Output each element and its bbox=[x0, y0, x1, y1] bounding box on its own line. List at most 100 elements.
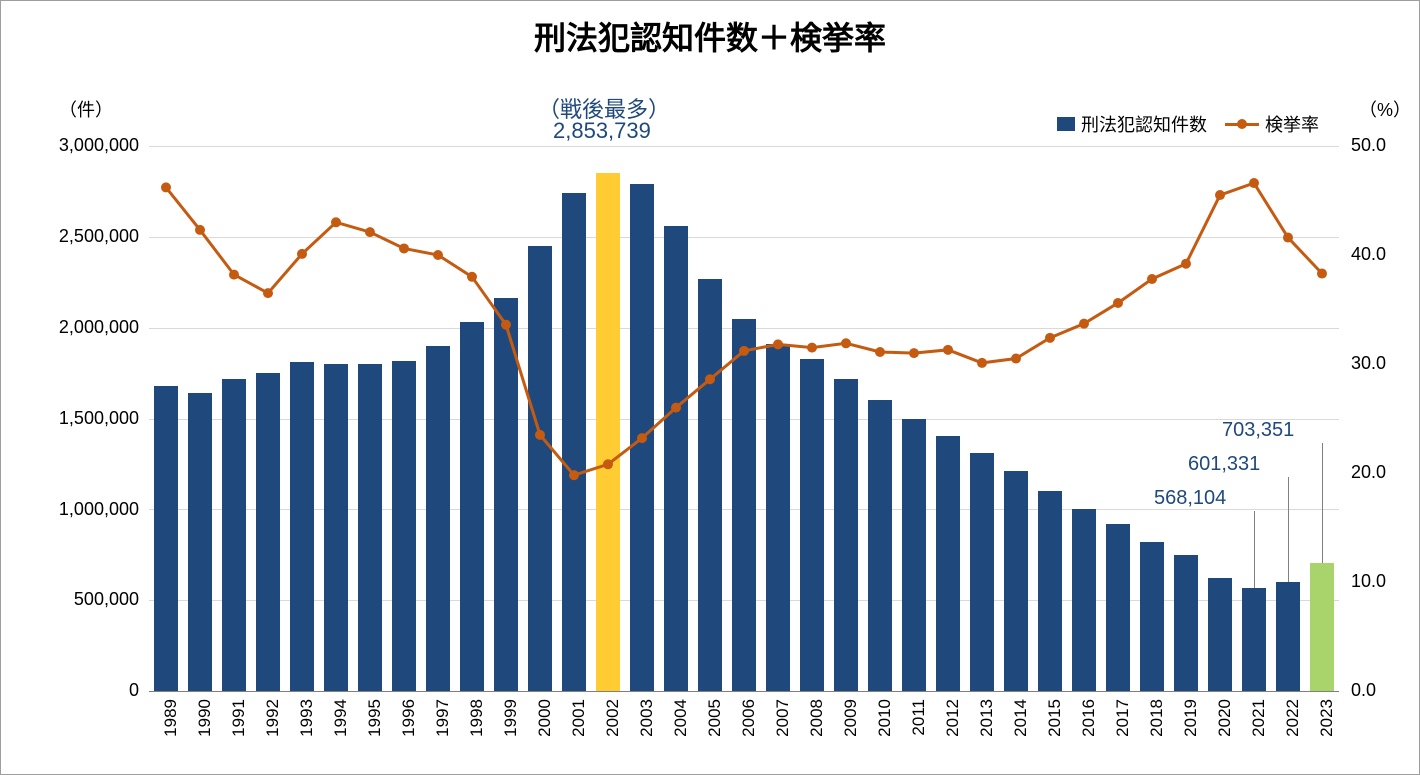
ytick-right: 50.0 bbox=[1351, 135, 1386, 156]
xtick: 1999 bbox=[501, 699, 521, 737]
legend-label-line: 検挙率 bbox=[1265, 111, 1319, 137]
crime-chart: 刑法犯認知件数＋検挙率 （件） （%） 刑法犯認知件数 検挙率 0 500,000… bbox=[0, 0, 1420, 775]
line-marker bbox=[841, 338, 851, 348]
legend-label-bars: 刑法犯認知件数 bbox=[1081, 111, 1207, 137]
line-marker bbox=[1045, 333, 1055, 343]
ytick-right: 40.0 bbox=[1351, 244, 1386, 265]
line-marker bbox=[909, 348, 919, 358]
xtick: 2000 bbox=[535, 699, 555, 737]
ytick-left: 3,000,000 bbox=[59, 135, 139, 156]
line-marker bbox=[399, 243, 409, 253]
xtick: 2008 bbox=[807, 699, 827, 737]
callout-leader bbox=[1288, 477, 1289, 582]
xtick: 2020 bbox=[1215, 699, 1235, 737]
xtick: 1996 bbox=[399, 699, 419, 737]
xtick: 2022 bbox=[1283, 699, 1303, 737]
ytick-left: 2,000,000 bbox=[59, 317, 139, 338]
ytick-left: 2,500,000 bbox=[59, 226, 139, 247]
xtick: 2003 bbox=[637, 699, 657, 737]
line-marker bbox=[229, 270, 239, 280]
line-marker bbox=[501, 320, 511, 330]
legend-item-line: 検挙率 bbox=[1225, 111, 1319, 137]
callout-leader bbox=[1322, 443, 1323, 564]
xtick: 2006 bbox=[739, 699, 759, 737]
gridline bbox=[149, 691, 1339, 692]
ytick-right: 0.0 bbox=[1351, 680, 1376, 701]
line-marker bbox=[331, 217, 341, 227]
xtick: 1995 bbox=[365, 699, 385, 737]
line-marker bbox=[1147, 274, 1157, 284]
line-marker bbox=[977, 358, 987, 368]
xtick: 1997 bbox=[433, 699, 453, 737]
xtick: 1991 bbox=[229, 699, 249, 737]
line-marker bbox=[637, 433, 647, 443]
line-marker bbox=[161, 182, 171, 192]
legend-item-bars: 刑法犯認知件数 bbox=[1057, 111, 1207, 137]
line-marker bbox=[943, 345, 953, 355]
callout-v2023: 703,351 bbox=[1222, 419, 1294, 442]
xtick: 2023 bbox=[1317, 699, 1337, 737]
line-marker bbox=[671, 403, 681, 413]
ytick-left: 1,500,000 bbox=[59, 408, 139, 429]
line-marker bbox=[1113, 298, 1123, 308]
ytick-right: 30.0 bbox=[1351, 353, 1386, 374]
plot-area bbox=[149, 146, 1339, 691]
xtick: 2001 bbox=[569, 699, 589, 737]
line-marker bbox=[433, 250, 443, 260]
left-axis-unit: （件） bbox=[59, 96, 113, 122]
ytick-left: 0 bbox=[129, 680, 139, 701]
legend-swatch-line bbox=[1225, 117, 1259, 131]
xtick: 2005 bbox=[705, 699, 725, 737]
xtick: 2004 bbox=[671, 699, 691, 737]
line-marker bbox=[1317, 269, 1327, 279]
callout-leader bbox=[1254, 511, 1255, 588]
right-axis-unit: （%） bbox=[1359, 96, 1411, 122]
line-marker bbox=[365, 227, 375, 237]
xtick: 1998 bbox=[467, 699, 487, 737]
line-marker bbox=[1249, 178, 1259, 188]
line-marker bbox=[1215, 190, 1225, 200]
xtick: 2015 bbox=[1045, 699, 1065, 737]
xtick: 1994 bbox=[331, 699, 351, 737]
line-marker bbox=[603, 459, 613, 469]
line-marker bbox=[773, 339, 783, 349]
xtick: 2012 bbox=[943, 699, 963, 737]
xtick: 2009 bbox=[841, 699, 861, 737]
xtick: 2011 bbox=[909, 699, 929, 736]
line-marker bbox=[535, 430, 545, 440]
line-marker bbox=[1283, 233, 1293, 243]
line-marker bbox=[467, 272, 477, 282]
xtick: 2002 bbox=[603, 699, 623, 737]
legend-swatch-bar bbox=[1057, 117, 1075, 131]
line-marker bbox=[195, 225, 205, 235]
ytick-right: 10.0 bbox=[1351, 571, 1386, 592]
xtick: 2017 bbox=[1113, 699, 1133, 737]
xtick: 2013 bbox=[977, 699, 997, 737]
callout-v2022: 601,331 bbox=[1188, 453, 1260, 476]
line-marker bbox=[739, 346, 749, 356]
line-marker bbox=[263, 288, 273, 298]
line-marker bbox=[297, 249, 307, 259]
callout-v2021: 568,104 bbox=[1154, 487, 1226, 510]
ytick-left: 1,000,000 bbox=[59, 499, 139, 520]
xtick: 2019 bbox=[1181, 699, 1201, 737]
line-marker bbox=[1079, 319, 1089, 329]
line-marker bbox=[569, 470, 579, 480]
line-marker bbox=[1011, 354, 1021, 364]
xtick: 1990 bbox=[195, 699, 215, 737]
line-marker bbox=[875, 347, 885, 357]
ytick-left: 500,000 bbox=[74, 589, 139, 610]
callout-peak-line2: 2,853,739 bbox=[553, 118, 651, 144]
chart-title: 刑法犯認知件数＋検挙率 bbox=[1, 13, 1419, 59]
xtick: 1989 bbox=[161, 699, 181, 737]
xtick: 2016 bbox=[1079, 699, 1099, 737]
ytick-right: 20.0 bbox=[1351, 462, 1386, 483]
xtick: 2010 bbox=[875, 699, 895, 737]
xtick: 2007 bbox=[773, 699, 793, 737]
line-series bbox=[149, 146, 1339, 691]
line-marker bbox=[807, 343, 817, 353]
xtick: 2018 bbox=[1147, 699, 1167, 737]
xtick: 2014 bbox=[1011, 699, 1031, 737]
legend: 刑法犯認知件数 検挙率 bbox=[1057, 111, 1319, 137]
line-marker bbox=[705, 374, 715, 384]
